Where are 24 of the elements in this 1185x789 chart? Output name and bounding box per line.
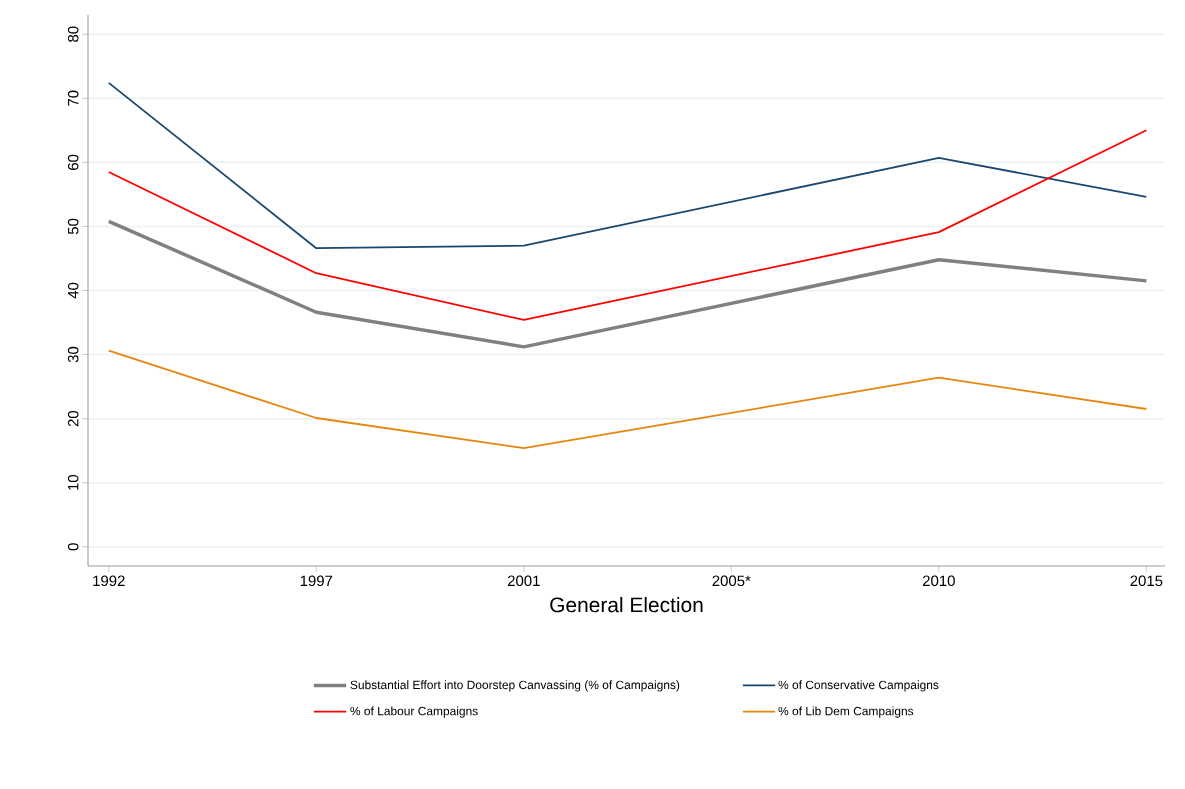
x-tick-label: 2001 [507,575,540,587]
legend-label: Substantial Effort into Doorstep Canvassing (% of Campaigns) [350,680,680,692]
y-tick-label: 70 [67,90,79,106]
y-tick-label: 50 [67,218,79,235]
x-axis-title: General Election [550,596,703,613]
x-tick-label: 1992 [93,575,125,587]
x-tick-label: 1997 [300,575,333,587]
x-tick-label: 2005* [712,575,751,587]
line-series [107,349,1148,449]
line-series [107,219,1149,349]
x-tick-label: 2015 [1130,575,1163,587]
x-tick-label: 2010 [922,575,955,587]
legend-label: % of Conservative Campaigns [778,680,939,692]
line-series [107,129,1148,321]
y-tick-label: 30 [67,346,79,363]
y-tick-label: 40 [67,282,79,299]
y-tick-label: 10 [67,474,79,490]
line-series [107,82,1148,250]
y-tick-label: 0 [67,543,79,551]
y-tick-label: 60 [67,154,79,170]
legend-label: % of Lib Dem Campaigns [778,706,914,718]
y-tick-label: 20 [67,410,79,427]
y-tick-label: 80 [67,26,79,42]
legend-label: % of Labour Campaigns [350,706,478,718]
